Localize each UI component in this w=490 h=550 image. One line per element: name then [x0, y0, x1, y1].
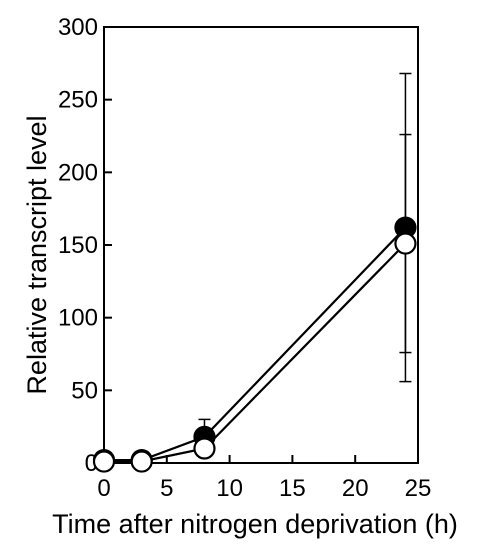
series-2-point: [130, 450, 153, 473]
x-tick-label: 25: [405, 475, 432, 502]
series-layer: [92, 72, 417, 473]
series-2-line: [104, 242, 407, 463]
series-2-point: [92, 450, 116, 473]
series-2-point: [193, 437, 216, 460]
x-tick-label: 15: [279, 475, 306, 502]
y-tick-label: 50: [71, 377, 98, 404]
x-tick-label: 0: [97, 475, 110, 502]
plot-frame: [103, 26, 419, 464]
y-tick-label: 250: [58, 87, 98, 114]
x-tick-label: 10: [216, 475, 243, 502]
series-1-line: [104, 226, 407, 462]
x-tick-label: 20: [342, 475, 369, 502]
y-tick-label: 200: [58, 159, 98, 186]
y-axis-label: Relative transcript level: [22, 115, 52, 394]
x-axis-label: Time after nitrogen deprivation (h): [52, 509, 458, 539]
y-tick-label: 300: [58, 14, 98, 41]
x-tick-label: 5: [160, 475, 173, 502]
y-tick-label: 150: [58, 232, 98, 259]
y-tick-label: 100: [58, 305, 98, 332]
series-2-point: [394, 232, 417, 255]
